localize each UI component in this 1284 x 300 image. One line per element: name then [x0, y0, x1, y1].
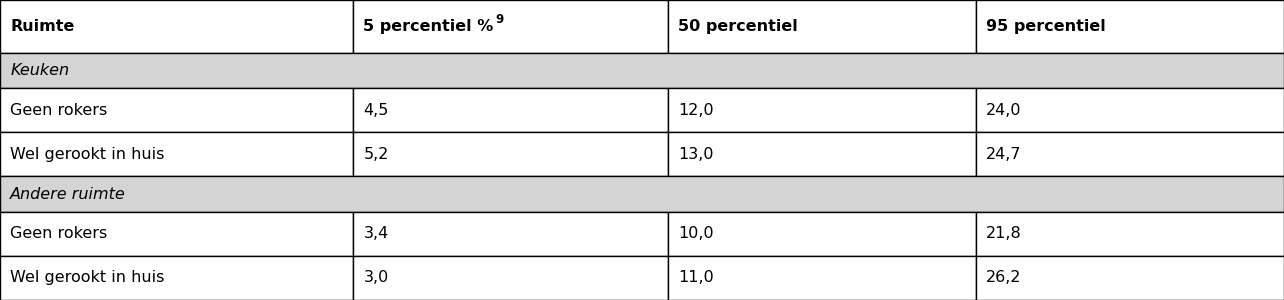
- Bar: [0, 212, 353, 256]
- Bar: [668, 0, 976, 53]
- Text: 10,0: 10,0: [678, 226, 714, 241]
- Bar: [0, 256, 353, 300]
- Bar: [976, 256, 1284, 300]
- Bar: [976, 212, 1284, 256]
- Bar: [353, 132, 668, 176]
- Text: 24,7: 24,7: [986, 147, 1022, 162]
- Bar: [0, 53, 1284, 88]
- Text: Ruimte: Ruimte: [10, 19, 74, 34]
- Bar: [976, 0, 1284, 53]
- Text: 95 percentiel: 95 percentiel: [986, 19, 1106, 34]
- Text: 26,2: 26,2: [986, 270, 1022, 285]
- Text: 21,8: 21,8: [986, 226, 1022, 241]
- Text: Wel gerookt in huis: Wel gerookt in huis: [10, 147, 164, 162]
- Text: 24,0: 24,0: [986, 103, 1022, 118]
- Bar: [668, 212, 976, 256]
- Bar: [976, 132, 1284, 176]
- Bar: [0, 53, 1284, 88]
- Text: Geen rokers: Geen rokers: [10, 226, 108, 241]
- Bar: [0, 256, 353, 300]
- Text: Keuken: Keuken: [10, 63, 69, 78]
- Text: 3,0: 3,0: [363, 270, 389, 285]
- Bar: [976, 132, 1284, 176]
- Bar: [976, 0, 1284, 53]
- Bar: [0, 132, 353, 176]
- Bar: [668, 0, 976, 53]
- Bar: [353, 0, 668, 53]
- Bar: [353, 0, 668, 53]
- Text: 4,5: 4,5: [363, 103, 389, 118]
- Text: Andere ruimte: Andere ruimte: [10, 187, 126, 202]
- Bar: [0, 176, 1284, 211]
- Text: Geen rokers: Geen rokers: [10, 103, 108, 118]
- Text: 12,0: 12,0: [678, 103, 714, 118]
- Bar: [668, 256, 976, 300]
- Bar: [976, 256, 1284, 300]
- Bar: [0, 212, 353, 256]
- Bar: [0, 176, 1284, 211]
- Bar: [353, 88, 668, 132]
- Bar: [0, 88, 353, 132]
- Bar: [353, 212, 668, 256]
- Bar: [976, 212, 1284, 256]
- Bar: [668, 212, 976, 256]
- Bar: [668, 256, 976, 300]
- Bar: [353, 132, 668, 176]
- Bar: [353, 88, 668, 132]
- Text: 11,0: 11,0: [678, 270, 714, 285]
- Bar: [0, 0, 353, 53]
- Bar: [976, 88, 1284, 132]
- Bar: [668, 132, 976, 176]
- Bar: [353, 212, 668, 256]
- Text: 9: 9: [494, 13, 503, 26]
- Text: 50 percentiel: 50 percentiel: [678, 19, 797, 34]
- Text: 5,2: 5,2: [363, 147, 389, 162]
- Text: 13,0: 13,0: [678, 147, 714, 162]
- Text: Wel gerookt in huis: Wel gerookt in huis: [10, 270, 164, 285]
- Text: 5 percentiel %: 5 percentiel %: [363, 19, 493, 34]
- Bar: [0, 0, 353, 53]
- Bar: [353, 256, 668, 300]
- Text: 3,4: 3,4: [363, 226, 389, 241]
- Bar: [0, 132, 353, 176]
- Bar: [353, 256, 668, 300]
- Bar: [0, 88, 353, 132]
- Bar: [976, 88, 1284, 132]
- Bar: [668, 88, 976, 132]
- Bar: [668, 88, 976, 132]
- Bar: [668, 132, 976, 176]
